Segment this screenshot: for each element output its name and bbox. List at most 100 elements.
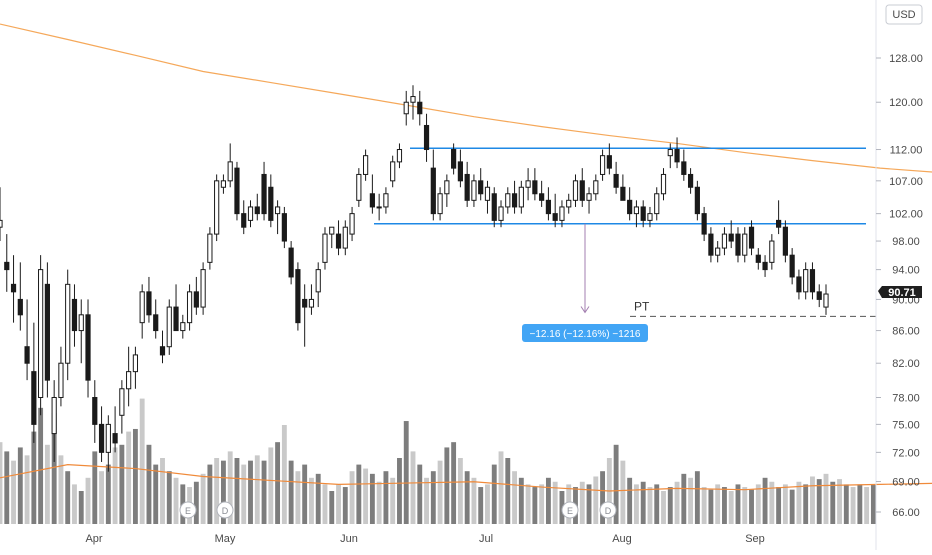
candle-body bbox=[613, 173, 619, 188]
volume-bar bbox=[376, 481, 382, 524]
candle-body bbox=[4, 261, 10, 271]
volume-bar bbox=[220, 460, 226, 524]
measure-box[interactable] bbox=[522, 324, 648, 342]
last-price-marker: 90.71 bbox=[878, 286, 922, 299]
candle-body bbox=[410, 96, 416, 103]
candle-body bbox=[748, 226, 755, 249]
volume-bar bbox=[275, 442, 281, 524]
candle-body bbox=[423, 124, 430, 151]
volume-bar bbox=[336, 484, 341, 524]
candle-body bbox=[78, 314, 84, 332]
time-tick-label: Jul bbox=[479, 533, 493, 545]
candle-body bbox=[71, 298, 78, 332]
time-axis[interactable]: Apr May Jun Jul Aug Sep bbox=[85, 533, 764, 545]
volume-bar bbox=[261, 460, 267, 524]
price-tick-label: 112.00 bbox=[890, 145, 923, 157]
volume-bar bbox=[457, 458, 463, 524]
candle-body bbox=[457, 161, 463, 182]
volume-bar bbox=[857, 484, 863, 524]
volume-bar bbox=[160, 458, 165, 524]
event-marker[interactable] bbox=[179, 501, 197, 519]
candle-body bbox=[315, 269, 321, 293]
volume-bar bbox=[214, 458, 220, 524]
volume-bar bbox=[532, 487, 538, 524]
price-tick-label: 78.00 bbox=[892, 392, 920, 404]
candle-body bbox=[559, 206, 565, 221]
volume-bar bbox=[315, 473, 321, 524]
currency-badge[interactable]: USD bbox=[885, 4, 923, 25]
volume-bar bbox=[234, 458, 240, 524]
candle-body bbox=[390, 161, 396, 182]
volume-bar bbox=[302, 464, 308, 524]
candle-body bbox=[119, 388, 125, 416]
annotations[interactable]: −12.16 (−12.16%) −1216 PT E D E D bbox=[179, 223, 876, 519]
volume-bar bbox=[207, 464, 213, 524]
time-tick-label: Sep bbox=[745, 533, 765, 545]
event-marker[interactable] bbox=[599, 501, 617, 519]
volume-bar bbox=[430, 471, 436, 524]
candle-body bbox=[789, 254, 795, 278]
candle-body bbox=[146, 291, 152, 316]
price-tick-label: 66.00 bbox=[892, 507, 920, 519]
volume-bar bbox=[0, 442, 3, 524]
candle-body bbox=[478, 180, 484, 195]
volume-bar bbox=[85, 477, 91, 524]
event-marker-label: E bbox=[185, 506, 191, 516]
volume-bar bbox=[654, 484, 660, 524]
volume-bar bbox=[146, 444, 152, 524]
price-tick-label: 102.00 bbox=[889, 209, 923, 221]
candle-body bbox=[376, 206, 382, 209]
candle-body bbox=[823, 293, 829, 308]
candle-body bbox=[112, 433, 118, 444]
candle-body bbox=[782, 226, 788, 256]
candle-body bbox=[58, 362, 64, 398]
volume-bar bbox=[200, 473, 206, 524]
candle-body bbox=[363, 155, 369, 175]
candle-body bbox=[268, 186, 274, 221]
candle-body bbox=[572, 180, 579, 201]
volume-bar bbox=[417, 464, 423, 524]
volume-bar bbox=[268, 447, 274, 524]
volume-bar bbox=[132, 428, 138, 524]
candle-body bbox=[105, 423, 111, 453]
candle-body bbox=[220, 180, 227, 188]
volume-bar bbox=[498, 451, 504, 524]
candle-body bbox=[186, 291, 193, 324]
volume-bar bbox=[681, 473, 687, 524]
candle-body bbox=[153, 314, 159, 332]
volume-bar bbox=[613, 444, 619, 524]
volume-bar bbox=[363, 468, 369, 524]
volume-bar bbox=[843, 484, 849, 524]
candle-body bbox=[803, 269, 809, 293]
volume-bar bbox=[735, 484, 741, 524]
volume-bar bbox=[755, 484, 761, 524]
volume-bar bbox=[816, 479, 822, 524]
volume-bar bbox=[525, 484, 531, 524]
volume-bar bbox=[390, 477, 396, 524]
volume-bar bbox=[17, 447, 23, 524]
volume-bar bbox=[31, 431, 37, 524]
volume-bar bbox=[769, 481, 775, 524]
candle-body bbox=[24, 346, 30, 364]
price-tick-label: 98.00 bbox=[892, 236, 920, 248]
candle-body bbox=[44, 283, 50, 381]
volume-bar bbox=[166, 471, 172, 524]
volume-bar bbox=[728, 491, 734, 524]
volume-bar bbox=[397, 458, 402, 524]
candle-body bbox=[694, 186, 700, 215]
candle-body bbox=[126, 371, 132, 390]
volume-bar bbox=[789, 489, 795, 524]
volume-bar bbox=[830, 481, 836, 524]
candle-body bbox=[349, 213, 355, 235]
candle-body bbox=[681, 161, 687, 175]
candle-body bbox=[769, 240, 775, 263]
trading-range-lines[interactable] bbox=[374, 147, 866, 225]
event-marker[interactable] bbox=[216, 501, 234, 519]
candle-body bbox=[762, 261, 768, 271]
candle-body bbox=[674, 149, 680, 163]
event-marker-label: D bbox=[605, 506, 612, 516]
event-marker[interactable] bbox=[561, 501, 579, 519]
price-axis[interactable]: 128.00 120.00 112.00 107.00 102.00 98.00 94.00… bbox=[876, 53, 923, 519]
